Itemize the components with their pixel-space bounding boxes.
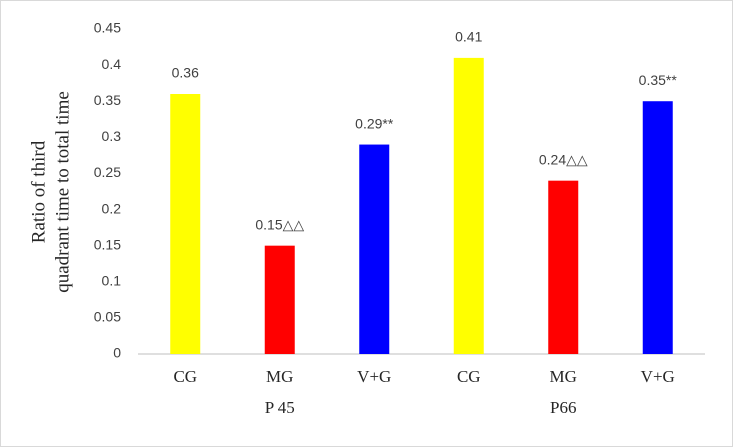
y-axis-title-line: quadrant time to total time <box>52 91 73 293</box>
bar <box>642 101 673 354</box>
y-tick-label: 0.2 <box>102 200 122 216</box>
x-tick-label: MG <box>266 367 293 386</box>
value-label: 0.36 <box>172 65 199 81</box>
x-tick-label: V+G <box>357 367 391 386</box>
y-tick-label: 0.45 <box>94 20 121 36</box>
bar <box>548 180 579 354</box>
y-tick-label: 0.05 <box>94 309 121 325</box>
y-tick-label: 0.35 <box>94 92 121 108</box>
y-tick-label: 0.15 <box>94 236 121 252</box>
x-tick-label: MG <box>550 367 577 386</box>
y-axis-title-line: Ratio of third <box>28 140 49 243</box>
value-label: 0.35** <box>639 72 678 88</box>
value-label: 0.24△△ <box>539 151 588 167</box>
value-label: 0.29** <box>355 115 394 131</box>
y-tick-label: 0.4 <box>102 56 122 72</box>
x-tick-label: CG <box>457 367 481 386</box>
x-tick-label: CG <box>173 367 197 386</box>
y-tick-label: 0.3 <box>102 128 122 144</box>
bar <box>264 245 295 354</box>
group-label: P66 <box>550 398 576 417</box>
y-tick-label: 0.25 <box>94 164 121 180</box>
y-tick-label: 0.1 <box>102 272 122 288</box>
group-label: P 45 <box>265 398 295 417</box>
y-tick-label: 0 <box>113 345 121 361</box>
value-label: 0.41 <box>455 29 482 45</box>
bar <box>170 94 201 354</box>
x-tick-label: V+G <box>641 367 675 386</box>
bar <box>453 57 484 355</box>
value-label: 0.15△△ <box>255 216 304 232</box>
bar <box>359 144 390 354</box>
y-axis-title: Ratio of third quadrant time to total ti… <box>28 91 73 293</box>
